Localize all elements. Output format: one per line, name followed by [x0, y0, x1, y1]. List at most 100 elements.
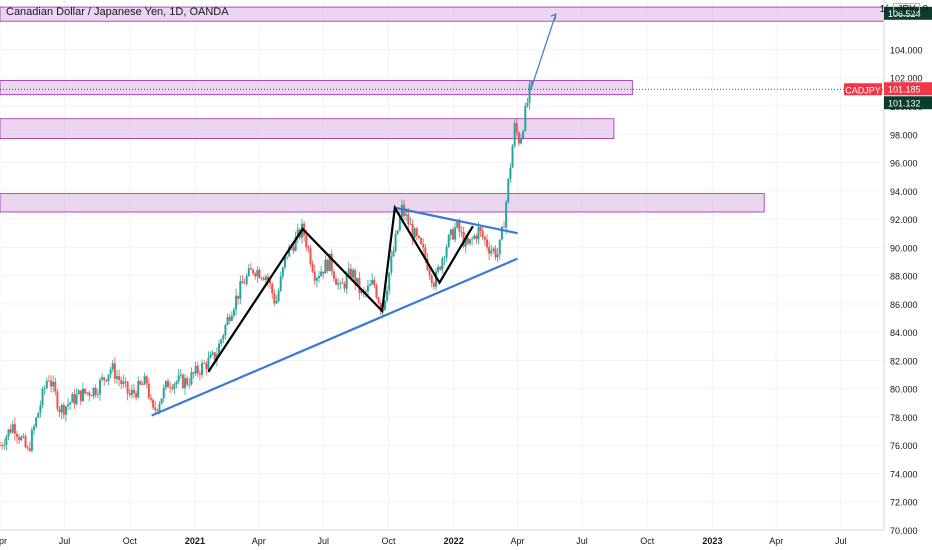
candle-body: [77, 390, 80, 395]
candle-body: [411, 223, 414, 238]
candle-body: [522, 131, 525, 139]
supply-zone[interactable]: [0, 193, 765, 213]
candle-body: [498, 239, 501, 255]
candle-body: [371, 279, 374, 285]
candle-body: [437, 266, 440, 272]
x-tick-label: Apr: [510, 536, 524, 546]
candle-body: [386, 290, 389, 301]
candle-body: [358, 277, 361, 293]
candle-body: [37, 412, 40, 418]
candle-body: [35, 417, 38, 427]
y-tick-label: 74.000: [890, 469, 918, 479]
candle-body: [198, 373, 201, 375]
candle-body: [79, 390, 82, 402]
candle-body: [184, 378, 187, 389]
candle-body: [356, 277, 359, 284]
candle-body: [156, 409, 159, 411]
candle-body: [245, 275, 248, 284]
candle-body: [1, 445, 4, 447]
candle-body: [45, 380, 48, 389]
candle-body: [443, 257, 446, 259]
candle-body: [190, 372, 193, 385]
candle-body: [64, 406, 67, 415]
candle-body: [447, 234, 450, 247]
candle-body: [441, 258, 444, 270]
candle-body: [109, 369, 112, 375]
candle-body: [252, 269, 255, 274]
candle-body: [132, 390, 135, 394]
candle-body: [375, 285, 378, 298]
candle-body: [377, 297, 380, 304]
candle-body: [220, 339, 223, 344]
candle-body: [454, 227, 457, 240]
candle-body: [209, 354, 212, 358]
y-tick-label: 70.000: [890, 526, 918, 536]
zigzag-pattern[interactable]: [207, 204, 474, 373]
candle-body: [481, 230, 484, 238]
supply-zone[interactable]: [0, 80, 633, 96]
candle-body: [528, 84, 531, 103]
candle-body: [205, 363, 208, 370]
candle-body: [249, 268, 252, 270]
arrow-head-icon: [550, 13, 557, 21]
candle-body: [58, 408, 61, 413]
candle-body: [196, 365, 199, 374]
trendline[interactable]: [394, 206, 518, 235]
candle-body: [507, 178, 510, 202]
candle-body: [130, 390, 133, 395]
candle-body: [237, 295, 240, 299]
candle-body: [309, 248, 312, 264]
candle-body: [115, 376, 118, 379]
y-tick-label: 104.000: [890, 45, 923, 55]
candle-body: [307, 247, 310, 249]
candle-body: [479, 227, 482, 231]
candle-body: [439, 266, 442, 270]
candle-body: [169, 387, 172, 389]
candle-body: [434, 271, 437, 287]
candle-body: [500, 226, 503, 240]
candle-body: [33, 426, 36, 431]
candle-body: [113, 363, 116, 379]
candle-body: [175, 381, 178, 385]
candle-body: [241, 281, 244, 284]
price-axis: 70.000 72.000 74.000 76.000 78.000 80.000 82.0…: [0, 0, 932, 536]
candle-body: [466, 237, 469, 244]
candle-body: [26, 447, 29, 449]
zero-label: 0: [922, 4, 928, 15]
candle-body: [400, 204, 403, 218]
x-tick-label: 2022: [444, 536, 464, 546]
trendline[interactable]: [151, 257, 518, 417]
drawn-trendlines: [0, 13, 884, 417]
candle-body: [339, 282, 342, 284]
y-tick-label: 96.000: [890, 159, 918, 169]
candle-body: [313, 271, 316, 281]
y-tick-label: 86.000: [890, 300, 918, 310]
candle-body: [407, 214, 410, 225]
level-tag: [884, 96, 932, 110]
target-arrow[interactable]: [530, 13, 557, 90]
candle-body: [315, 278, 318, 281]
candle-body: [490, 250, 493, 254]
candle-body: [330, 253, 333, 272]
candle-body: [494, 248, 497, 258]
candle-body: [486, 239, 489, 248]
scale-controls[interactable]: 1( JPY 0: [880, 3, 928, 16]
y-tick-label: 94.000: [890, 187, 918, 197]
supply-zone[interactable]: [0, 118, 615, 139]
currency-tag[interactable]: JPY: [893, 3, 920, 16]
current-price-tag: [884, 82, 932, 96]
candle-body: [0, 445, 1, 446]
candle-body: [503, 226, 506, 228]
candle-body: [50, 380, 53, 387]
candle-body: [24, 436, 27, 448]
time-axis: Apr Jul Oct 2021 Apr Jul Oct 2022 Apr Jul Oct 2023 A…: [0, 536, 847, 546]
candle-body: [228, 317, 231, 321]
candle-body: [135, 393, 138, 398]
candle-body: [488, 247, 491, 254]
candle-body: [232, 309, 235, 316]
candle-body: [369, 284, 372, 286]
level-tag: [884, 6, 932, 20]
candle-body: [192, 372, 195, 374]
candle-body: [207, 357, 210, 370]
